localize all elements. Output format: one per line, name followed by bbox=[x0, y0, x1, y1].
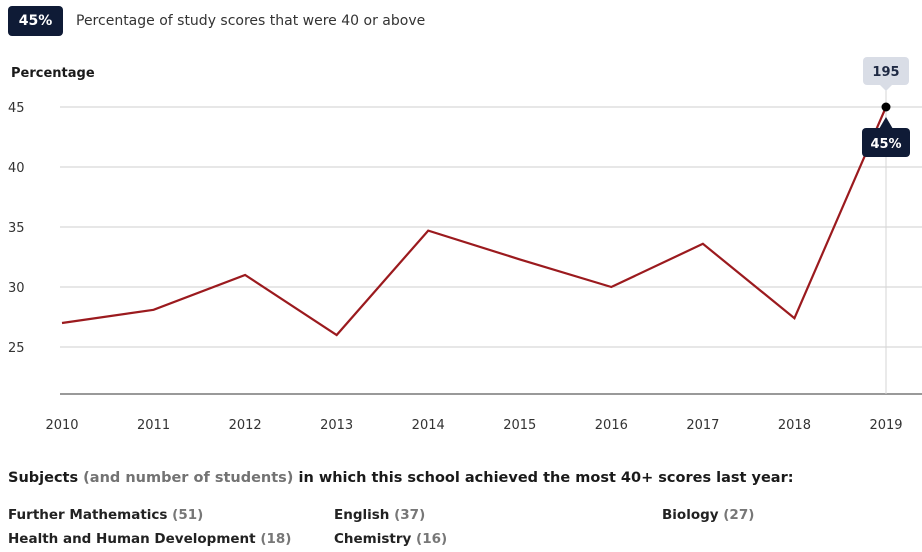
x-tick-label: 2015 bbox=[503, 418, 536, 433]
subject-name: Chemistry bbox=[334, 531, 412, 547]
x-tick-label: 2011 bbox=[137, 418, 170, 433]
y-tick-label: 35 bbox=[8, 221, 25, 236]
y-tick-label: 30 bbox=[8, 281, 25, 296]
value-tooltip bbox=[862, 128, 910, 157]
subjects-title-muted: (and number of students) bbox=[83, 470, 294, 486]
subject-name: English bbox=[334, 507, 390, 523]
value-tooltip-pointer bbox=[879, 117, 893, 129]
subject-name: Further Mathematics bbox=[8, 507, 168, 523]
subject-item: Health and Human Development (18) bbox=[8, 531, 291, 547]
subject-item: Biology (27) bbox=[662, 507, 754, 523]
subject-name: Health and Human Development bbox=[8, 531, 256, 547]
chart-header: 45% Percentage of study scores that were… bbox=[8, 6, 425, 36]
y-tick-label: 40 bbox=[8, 161, 25, 176]
subject-count: (16) bbox=[416, 531, 448, 547]
line-chart: Percentage 25 30 35 40 45 2010 2011 2012 2013 201… bbox=[8, 57, 922, 433]
value-badge: 45% bbox=[8, 6, 63, 36]
x-tick-label: 2016 bbox=[595, 418, 628, 433]
subject-item: English (37) bbox=[334, 507, 425, 523]
x-tick-label: 2014 bbox=[412, 418, 445, 433]
x-tick-label: 2012 bbox=[229, 418, 262, 433]
subject-count: (51) bbox=[172, 507, 204, 523]
subject-name: Biology bbox=[662, 507, 719, 523]
subject-count: (18) bbox=[260, 531, 292, 547]
highlight-point bbox=[881, 102, 891, 112]
x-tick-label: 2013 bbox=[320, 418, 353, 433]
subjects-title-main: Subjects bbox=[8, 470, 79, 486]
y-axis-label: Percentage bbox=[11, 66, 95, 81]
subject-count: (37) bbox=[394, 507, 426, 523]
count-tooltip bbox=[863, 57, 909, 85]
subjects-title: Subjects (and number of students) in whi… bbox=[8, 470, 794, 486]
y-tick-label: 45 bbox=[8, 101, 25, 116]
chart-description: Percentage of study scores that were 40 … bbox=[76, 13, 426, 29]
series-line bbox=[61, 106, 888, 337]
y-tick-label: 25 bbox=[8, 341, 25, 356]
subject-count: (27) bbox=[723, 507, 755, 523]
subjects-title-rest: in which this school achieved the most 4… bbox=[298, 470, 794, 486]
x-tick-label: 2019 bbox=[869, 418, 902, 433]
count-tooltip-pointer bbox=[880, 85, 892, 91]
subject-item: Further Mathematics (51) bbox=[8, 507, 203, 523]
subject-item: Chemistry (16) bbox=[334, 531, 447, 547]
x-tick-label: 2018 bbox=[778, 418, 811, 433]
x-tick-label: 2010 bbox=[45, 418, 78, 433]
value-tooltip-label: 45% bbox=[870, 137, 901, 152]
count-tooltip-label: 195 bbox=[872, 65, 899, 80]
x-tick-label: 2017 bbox=[686, 418, 719, 433]
